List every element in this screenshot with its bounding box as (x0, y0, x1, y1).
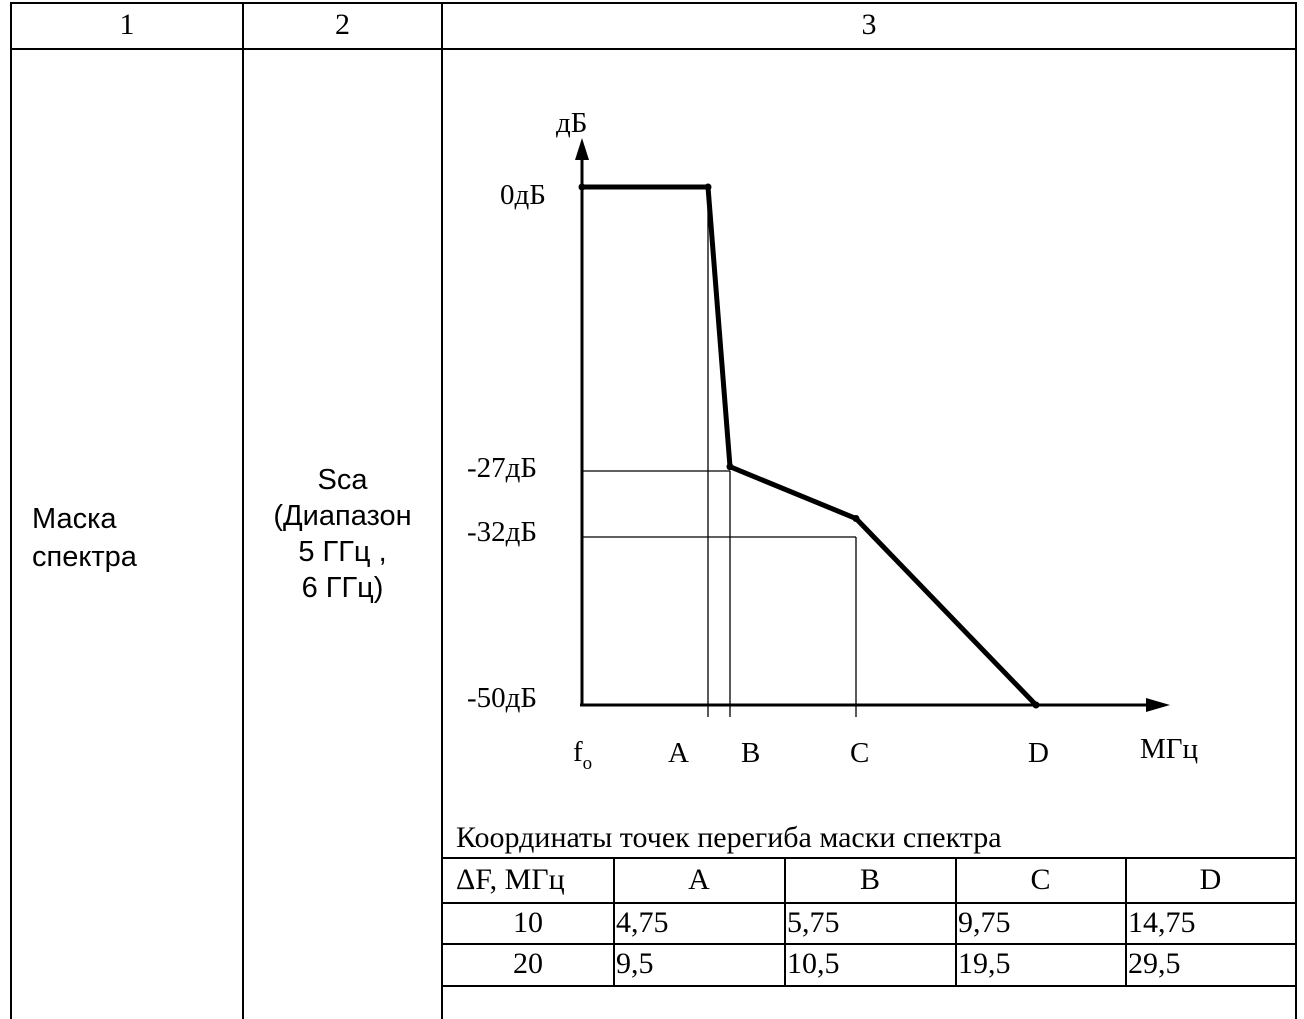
coords-title: Координаты точек перегиба маски спектра (456, 821, 1002, 854)
coords-row2-a: 9,5 (616, 947, 654, 980)
cell-standard-line-3: 5 ГГц , (298, 536, 387, 568)
mask-point-f0 (578, 183, 586, 191)
mask-point-a (704, 183, 712, 191)
cell-parameter-line-2: спектра (32, 541, 137, 573)
coords-row1-a: 4,75 (616, 906, 669, 939)
coords-col-div-1 (613, 857, 615, 986)
coords-border-row1 (443, 902, 1295, 904)
coords-border-row3 (443, 985, 1295, 987)
x-tick-b: B (741, 737, 760, 769)
header-col-1: 1 (119, 8, 135, 41)
cell-parameter-name: Маска спектра (32, 500, 237, 576)
coords-row1-df: 10 (513, 906, 543, 939)
coords-col-div-2 (784, 857, 786, 986)
coords-border-row2 (443, 943, 1295, 945)
header-col-3: 3 (861, 8, 877, 41)
cell-standard-line-4: 6 ГГц) (301, 572, 384, 604)
x-tick-a: A (668, 737, 689, 769)
coords-row2-d: 29,5 (1128, 947, 1181, 980)
cell-standard-line-1: Sca (317, 464, 368, 496)
mask-point-b (726, 463, 734, 471)
coords-col-div-3 (955, 857, 957, 986)
mask-point-d (1032, 701, 1040, 709)
y-tick-27db: -27дБ (467, 452, 537, 484)
coords-row2-df: 20 (513, 947, 543, 980)
header-col-2: 2 (335, 8, 350, 41)
coords-col-div-4 (1125, 857, 1127, 986)
x-tick-c: C (850, 737, 869, 769)
y-axis-label: дБ (556, 107, 587, 139)
x-tick-d: D (1028, 737, 1049, 769)
table-border-header (10, 48, 1297, 50)
coords-border-top (443, 857, 1295, 859)
table-border-left (10, 2, 12, 1019)
x-tick-f0-main: f (573, 736, 583, 768)
y-axis-arrow (575, 138, 589, 160)
x-tick-f0: fo (573, 736, 592, 774)
table-divider-2 (441, 2, 443, 1019)
table-border-top (10, 2, 1297, 4)
y-tick-32db: -32дБ (467, 516, 537, 548)
coords-row1-b: 5,75 (787, 906, 840, 939)
y-tick-0db: 0дБ (500, 179, 546, 211)
table-divider-1 (242, 2, 244, 1019)
mask-point-c (852, 515, 860, 523)
x-axis-arrow (1146, 698, 1170, 712)
coords-row1-c: 9,75 (958, 906, 1011, 939)
coords-header-c: C (1030, 863, 1051, 896)
x-axis-label: МГц (1140, 733, 1198, 765)
y-tick-50db: -50дБ (467, 682, 537, 714)
coords-header-b: B (859, 863, 880, 896)
x-tick-f0-subscript: o (583, 753, 593, 774)
coords-header-df: ΔF, МГц (456, 863, 565, 896)
coords-row1-d: 14,75 (1128, 906, 1196, 939)
table-border-right (1295, 2, 1297, 1019)
cell-standard: Sca (Диапазон 5 ГГц , 6 ГГц) (244, 462, 441, 606)
cell-parameter-line-1: Маска (32, 503, 117, 535)
cell-standard-line-2: (Диапазон (273, 500, 412, 532)
coords-row2-c: 19,5 (958, 947, 1011, 980)
coords-header-a: A (688, 863, 710, 896)
mask-line (582, 184, 1038, 707)
coords-row2-b: 10,5 (787, 947, 840, 980)
coords-header-d: D (1199, 863, 1222, 896)
